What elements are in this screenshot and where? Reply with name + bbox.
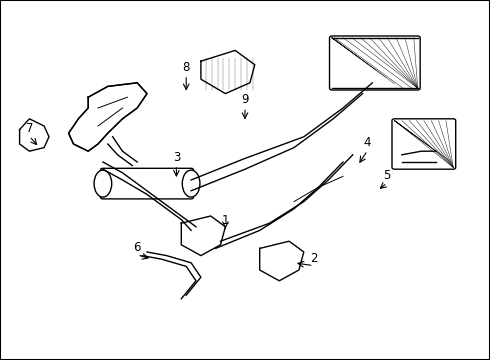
FancyBboxPatch shape [329, 36, 420, 90]
Polygon shape [20, 119, 49, 151]
Ellipse shape [182, 170, 200, 197]
Ellipse shape [272, 252, 296, 274]
FancyBboxPatch shape [100, 168, 194, 199]
Ellipse shape [94, 170, 112, 197]
Text: 8: 8 [182, 61, 190, 74]
Text: 9: 9 [241, 93, 249, 106]
Ellipse shape [194, 227, 218, 248]
Text: 4: 4 [364, 136, 371, 149]
Polygon shape [181, 216, 225, 256]
Text: 1: 1 [221, 214, 229, 227]
Text: 7: 7 [25, 122, 33, 135]
Text: 2: 2 [310, 252, 318, 265]
Text: 5: 5 [383, 169, 391, 182]
Text: 3: 3 [172, 151, 180, 164]
Polygon shape [69, 83, 147, 151]
Polygon shape [260, 241, 304, 281]
Text: 6: 6 [133, 241, 141, 254]
Polygon shape [201, 50, 255, 94]
FancyBboxPatch shape [392, 119, 456, 169]
